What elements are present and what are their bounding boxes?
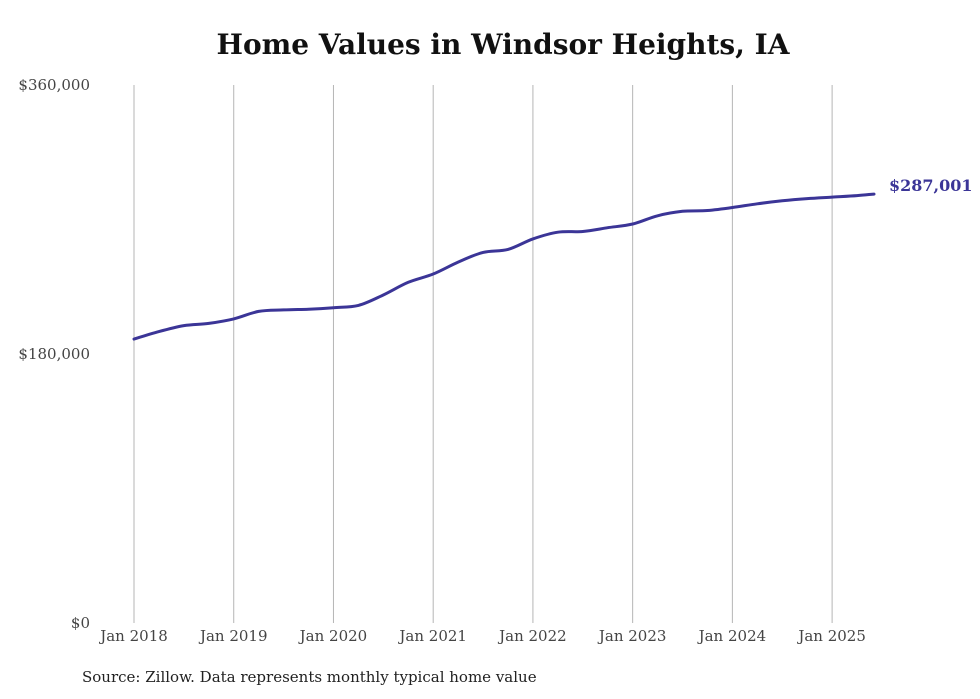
chart-title: Home Values in Windsor Heights, IA <box>216 28 790 61</box>
x-tick-label: Jan 2023 <box>597 627 667 645</box>
x-tick-label: Jan 2022 <box>497 627 567 645</box>
source-note: Source: Zillow. Data represents monthly … <box>82 668 537 686</box>
x-axis: Jan 2018 Jan 2019 Jan 2020 Jan 2021 Jan 2022… <box>98 627 866 645</box>
y-tick-label: $360,000 <box>18 76 90 94</box>
x-tick-label: Jan 2025 <box>796 627 866 645</box>
x-tick-label: Jan 2020 <box>298 627 368 645</box>
y-tick-label: $180,000 <box>18 345 90 363</box>
x-tick-label: Jan 2018 <box>98 627 168 645</box>
y-axis: $0 $180,000 $360,000 <box>18 76 90 632</box>
series-layer <box>132 192 876 341</box>
x-tick-label: Jan 2021 <box>397 627 467 645</box>
gridlines <box>133 85 833 623</box>
end-value-label: $287,001 <box>889 176 973 195</box>
series-line <box>132 192 876 341</box>
y-tick-label: $0 <box>71 614 90 632</box>
x-tick-label: Jan 2024 <box>697 627 767 645</box>
x-tick-label: Jan 2019 <box>198 627 268 645</box>
